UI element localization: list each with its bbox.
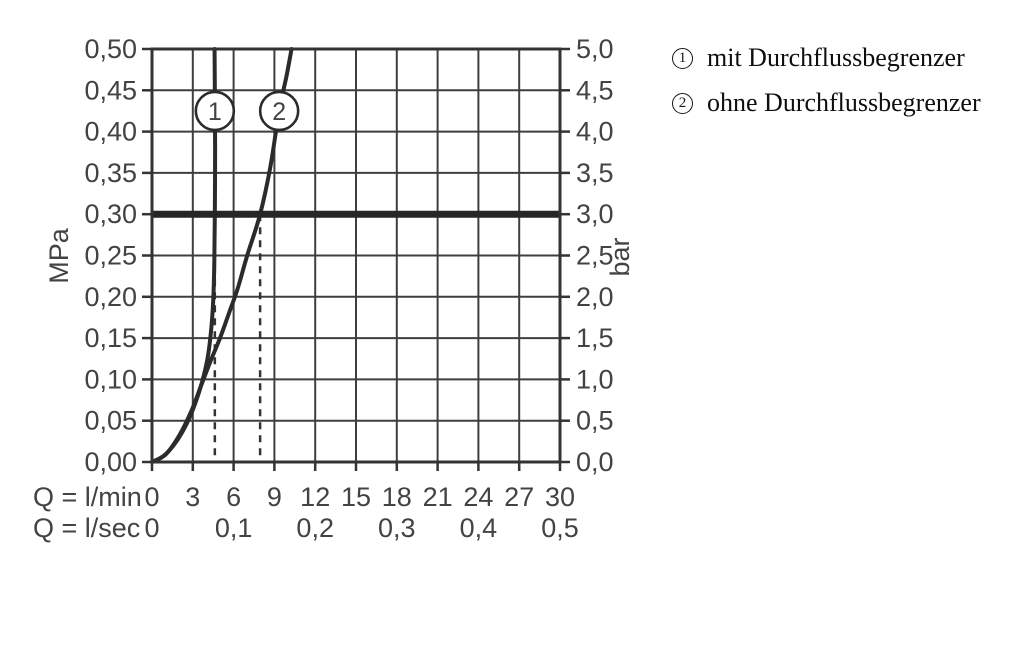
legend-label-with-limiter: mit Durchflussbegrenzer [707,43,965,72]
y-left-tick-label: 0,15 [84,323,137,353]
x-axis-labels: Q = l/min 0 3 6 9 12 15 18 21 24 27 30 Q = l/sec 0 0,1… [33,482,579,543]
y-right-tick-label: 4,0 [576,117,614,147]
x-tick-label: 6 [226,482,241,512]
y-axis-left-labels: 0,00 0,05 0,10 0,15 0,20 0,25 0,30 0,35 0,40 0,45… [84,34,137,477]
y-left-tick-label: 0,25 [84,241,137,271]
curve-marker-number: 2 [272,98,286,126]
y-left-tick-label: 0,45 [84,75,137,105]
x-tick-label: 27 [504,482,534,512]
y-right-tick-label: 4,5 [576,75,614,105]
y-right-tick-label: 1,5 [576,323,614,353]
y-left-tick-label: 0,20 [84,282,137,312]
x-tick-label: 0 [144,482,159,512]
legend: 1 mit Durchflussbegrenzer 2 ohne Durchfl… [672,42,981,119]
x-tick-label: 3 [185,482,200,512]
curve-marker-number: 1 [208,98,222,126]
legend-item-without-limiter: 2 ohne Durchflussbegrenzer [672,87,981,119]
x-tick-label: 12 [300,482,330,512]
x-tick-label: 9 [267,482,282,512]
y-right-tick-label: 2,0 [576,282,614,312]
x-tick-label: 0,5 [541,513,579,543]
curve-marker-circle [194,90,236,132]
x-tick-label: 0 [144,513,159,543]
y-left-tick-label: 0,40 [84,117,137,147]
y-right-tick-label: 0,0 [576,447,614,477]
x-tick-label: 24 [463,482,493,512]
curve-marker-1: 1 [194,90,236,132]
y-left-tick-label: 0,10 [84,364,137,394]
x-tick-label: 30 [545,482,575,512]
y-axis-right-unit: bar [605,237,635,276]
legend-symbol-1: 1 [672,47,693,69]
x-axis-row-label: Q = l/sec [33,513,140,543]
y-left-tick-label: 0,30 [84,199,137,229]
y-left-tick-label: 0,00 [84,447,137,477]
y-right-tick-label: 3,0 [576,199,614,229]
x-tick-label: 18 [382,482,412,512]
y-left-tick-label: 0,05 [84,406,137,436]
y-right-tick-label: 1,0 [576,364,614,394]
curve-marker-circle [258,90,300,132]
x-tick-label: 0,4 [460,513,498,543]
legend-label-without-limiter: ohne Durchflussbegrenzer [707,88,981,117]
y-right-tick-label: 5,0 [576,34,614,64]
x-tick-label: 0,3 [378,513,416,543]
x-axis-row-label: Q = l/min [33,482,142,512]
legend-item-with-limiter: 1 mit Durchflussbegrenzer [672,42,981,74]
x-tick-label: 15 [341,482,371,512]
y-left-tick-label: 0,35 [84,158,137,188]
y-left-tick-label: 0,50 [84,34,137,64]
axis-ticks [142,47,570,471]
y-axis-left-unit: MPa [44,227,74,284]
curve-marker-2: 2 [258,90,300,132]
y-axis-right-labels: 0,0 0,5 1,0 1,5 2,0 2,5 3,0 3,5 4,0 4,5 5,0 [576,34,614,477]
y-right-tick-label: 2,5 [576,241,614,271]
legend-symbol-2: 2 [672,92,693,114]
x-tick-label: 0,2 [296,513,334,543]
y-right-tick-label: 3,5 [576,158,614,188]
x-tick-label: 0,1 [215,513,253,543]
y-right-tick-label: 0,5 [576,406,614,436]
x-tick-label: 21 [423,482,453,512]
